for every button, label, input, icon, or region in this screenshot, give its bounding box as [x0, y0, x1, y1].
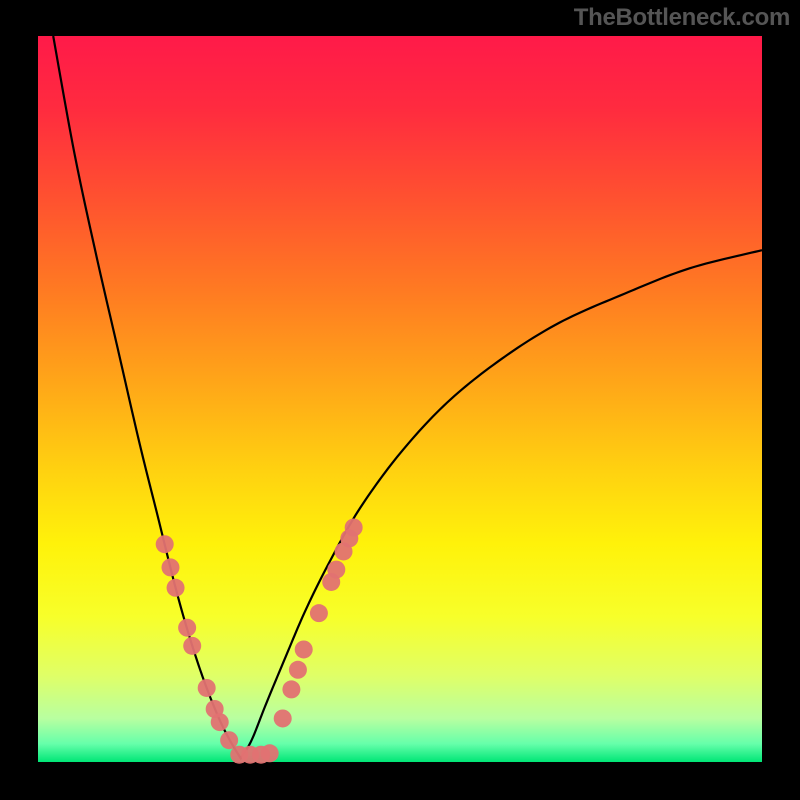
- bead-marker: [295, 640, 313, 658]
- bead-marker: [198, 679, 216, 697]
- bead-marker: [282, 680, 300, 698]
- plot-background: [38, 36, 762, 762]
- bead-marker: [220, 731, 238, 749]
- bead-marker: [161, 558, 179, 576]
- bead-marker: [167, 579, 185, 597]
- bead-marker: [261, 744, 279, 762]
- bead-marker: [289, 661, 307, 679]
- bead-marker: [327, 561, 345, 579]
- chart-svg: [0, 0, 800, 800]
- bead-marker: [183, 637, 201, 655]
- watermark-text: TheBottleneck.com: [574, 4, 790, 32]
- bead-marker: [211, 713, 229, 731]
- bead-marker: [178, 619, 196, 637]
- chart-root: TheBottleneck.com: [0, 0, 800, 800]
- bead-marker: [274, 709, 292, 727]
- bead-marker: [156, 535, 174, 553]
- bead-marker: [345, 519, 363, 537]
- bead-marker: [310, 604, 328, 622]
